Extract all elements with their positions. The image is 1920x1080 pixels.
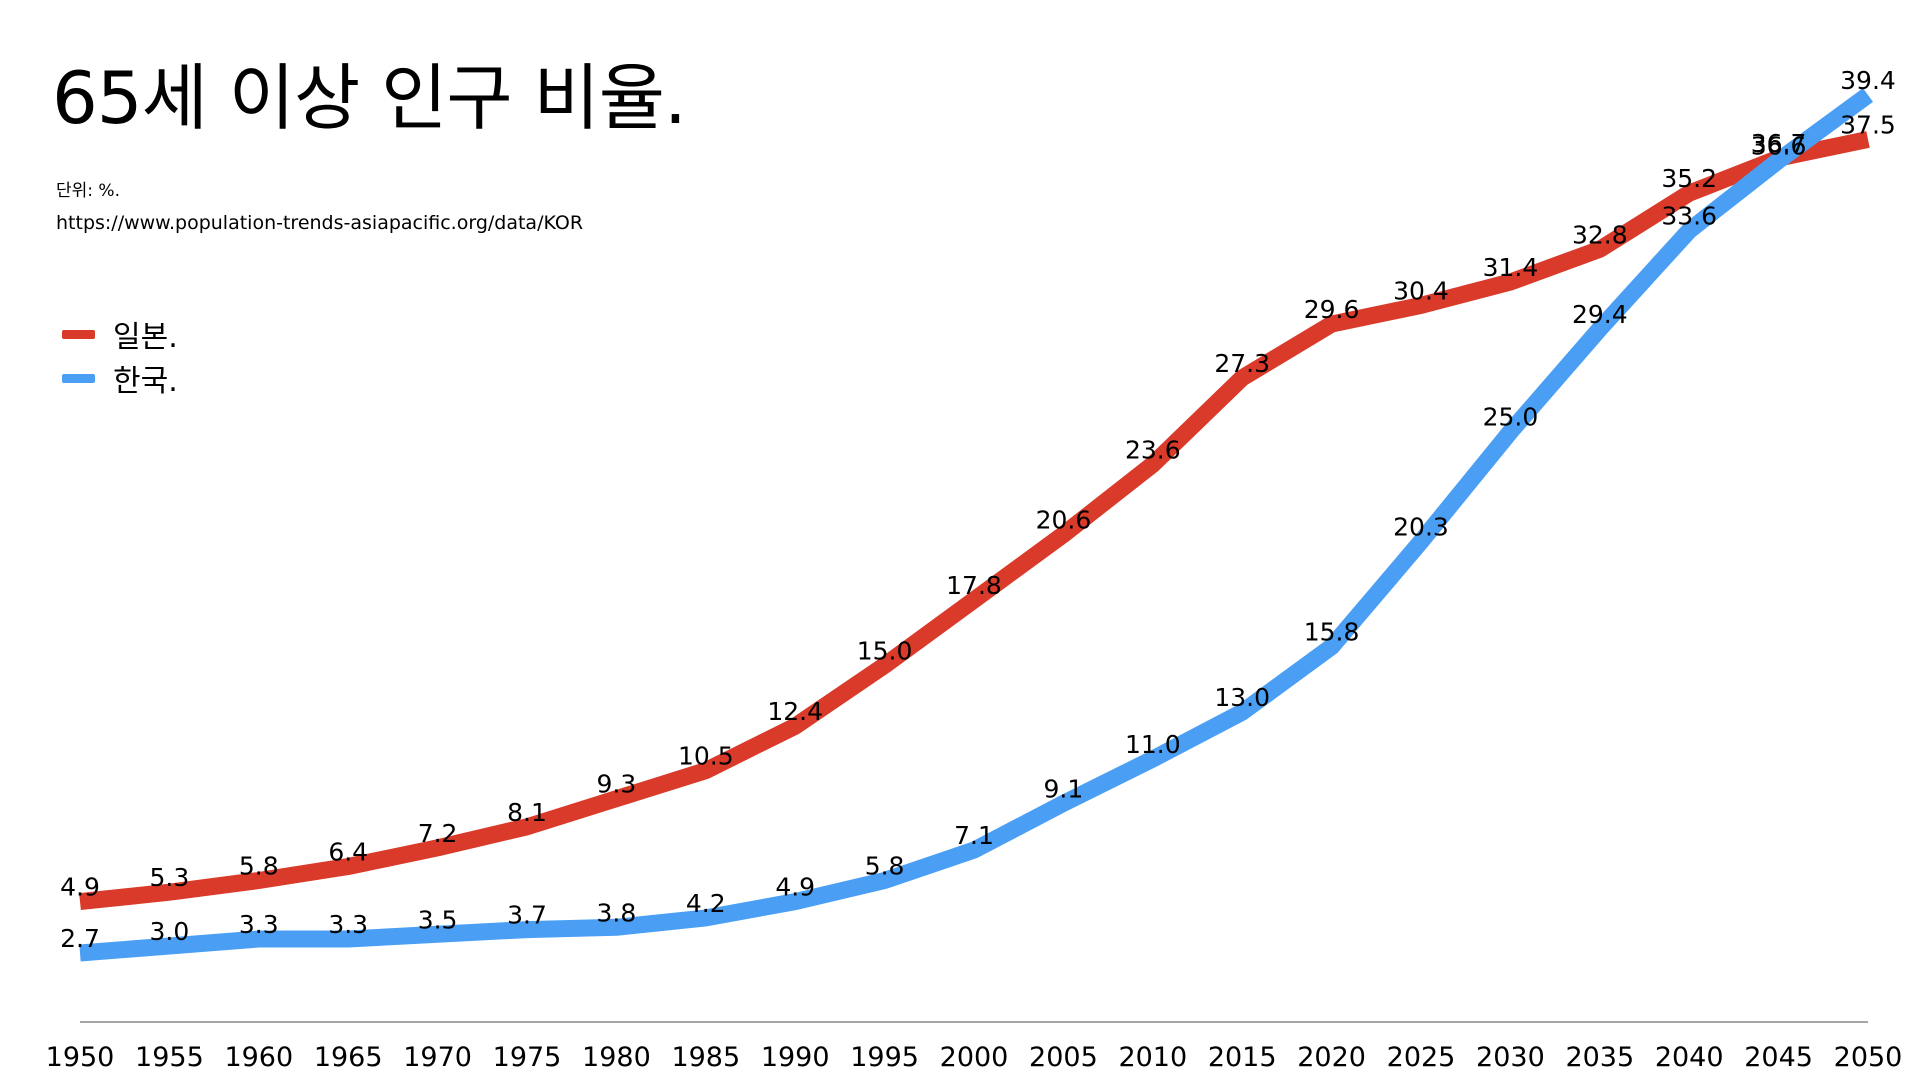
data-label-japan-2000: 17.8 [946,571,1002,600]
x-tick-label-1965: 1965 [314,1042,383,1073]
data-label-japan-2020: 29.6 [1304,295,1360,324]
chart-title: 65세 이상 인구 비율. [52,56,687,140]
data-label-japan-2030: 31.4 [1483,253,1539,282]
data-label-korea-2025: 20.3 [1393,513,1449,542]
data-label-korea-1990: 4.9 [775,873,815,902]
data-label-korea-2015: 13.0 [1214,683,1270,712]
data-label-japan-2005: 20.6 [1036,506,1092,535]
legend-label-japan: 일본. [113,320,178,355]
data-label-korea-1985: 4.2 [686,889,726,918]
data-label-layer: 4.9 5.3 5.8 6.4 7.2 8.1 9.3 10.5 12.4 15.0 17.8 20.… [60,66,1896,953]
x-tick-label-2045: 2045 [1744,1042,1813,1073]
legend-item-japan: 일본. [62,312,178,356]
unit-note: 단위: %. [56,181,120,201]
data-label-japan-2035: 32.8 [1572,220,1628,249]
x-tick-label-1995: 1995 [850,1042,919,1073]
data-label-korea-1975: 3.7 [507,901,547,930]
data-label-korea-1980: 3.8 [597,898,637,927]
data-label-korea-2045: 36.6 [1751,132,1807,161]
data-label-korea-1960: 3.3 [239,910,279,939]
x-tick-label-2005: 2005 [1029,1042,1098,1073]
data-label-japan-2025: 30.4 [1393,276,1449,305]
data-label-korea-1995: 5.8 [865,852,905,881]
x-tick-label-2050: 2050 [1834,1042,1903,1073]
data-label-korea-2050: 39.4 [1840,66,1896,95]
data-label-korea-2000: 7.1 [954,821,994,850]
x-tick-label-2025: 2025 [1387,1042,1456,1073]
data-label-japan-2040: 35.2 [1661,164,1717,193]
data-label-japan-1955: 5.3 [150,863,190,892]
x-tick-label-1960: 1960 [224,1042,293,1073]
x-tick-label-1980: 1980 [582,1042,651,1073]
data-label-japan-1950: 4.9 [60,873,100,902]
x-tick-label-1970: 1970 [403,1042,472,1073]
x-tick-label-2015: 2015 [1208,1042,1277,1073]
data-label-korea-1955: 3.0 [150,917,190,946]
x-tick-label-1950: 1950 [46,1042,115,1073]
data-label-japan-2050: 37.5 [1840,110,1896,139]
source-url: https://www.population-trends-asiapacifi… [56,212,584,234]
data-label-japan-1965: 6.4 [328,838,368,867]
series-line-korea [79,88,1874,962]
data-label-japan-1975: 8.1 [507,798,547,827]
data-label-japan-1970: 7.2 [418,819,458,848]
x-tick-label-2000: 2000 [940,1042,1009,1073]
x-tick-label-2035: 2035 [1565,1042,1634,1073]
x-tick-label-1975: 1975 [493,1042,562,1073]
x-tick-label-2030: 2030 [1476,1042,1545,1073]
x-tick-label-1990: 1990 [761,1042,830,1073]
data-label-korea-2005: 9.1 [1044,774,1084,803]
data-label-japan-1980: 9.3 [597,770,637,799]
data-label-korea-2035: 29.4 [1572,300,1628,329]
data-label-korea-1965: 3.3 [328,910,368,939]
legend-label-korea: 한국. [113,364,178,399]
data-label-japan-1995: 15.0 [857,636,913,665]
data-label-japan-1985: 10.5 [678,742,734,771]
data-label-japan-1990: 12.4 [767,697,823,726]
series-line-japan [79,131,1870,911]
x-tick-label-2010: 2010 [1118,1042,1187,1073]
data-label-japan-2015: 27.3 [1214,349,1270,378]
x-tick-label-2020: 2020 [1297,1042,1366,1073]
data-label-korea-1970: 3.5 [418,905,458,934]
legend-item-korea: 한국. [62,356,178,400]
x-tick-label-1985: 1985 [671,1042,740,1073]
data-label-korea-2010: 11.0 [1125,730,1181,759]
data-label-korea-2040: 33.6 [1661,202,1717,231]
data-label-japan-2010: 23.6 [1125,435,1181,464]
data-label-korea-2020: 15.8 [1304,618,1360,647]
legend-swatch-japan [62,329,95,339]
data-label-japan-1960: 5.8 [239,852,279,881]
legend: 일본. 한국. [62,312,178,400]
data-label-korea-1950: 2.7 [60,924,100,953]
series-layer [79,88,1874,962]
x-tick-layer: 1950 1955 1960 1965 1970 1975 1980 1985 1990 1995… [46,1042,1903,1073]
data-label-korea-2030: 25.0 [1483,403,1539,432]
x-tick-label-1955: 1955 [135,1042,204,1073]
data-label-japan-2045: 36.7 [1751,129,1807,158]
legend-swatch-korea [62,373,95,383]
x-tick-label-2040: 2040 [1655,1042,1724,1073]
